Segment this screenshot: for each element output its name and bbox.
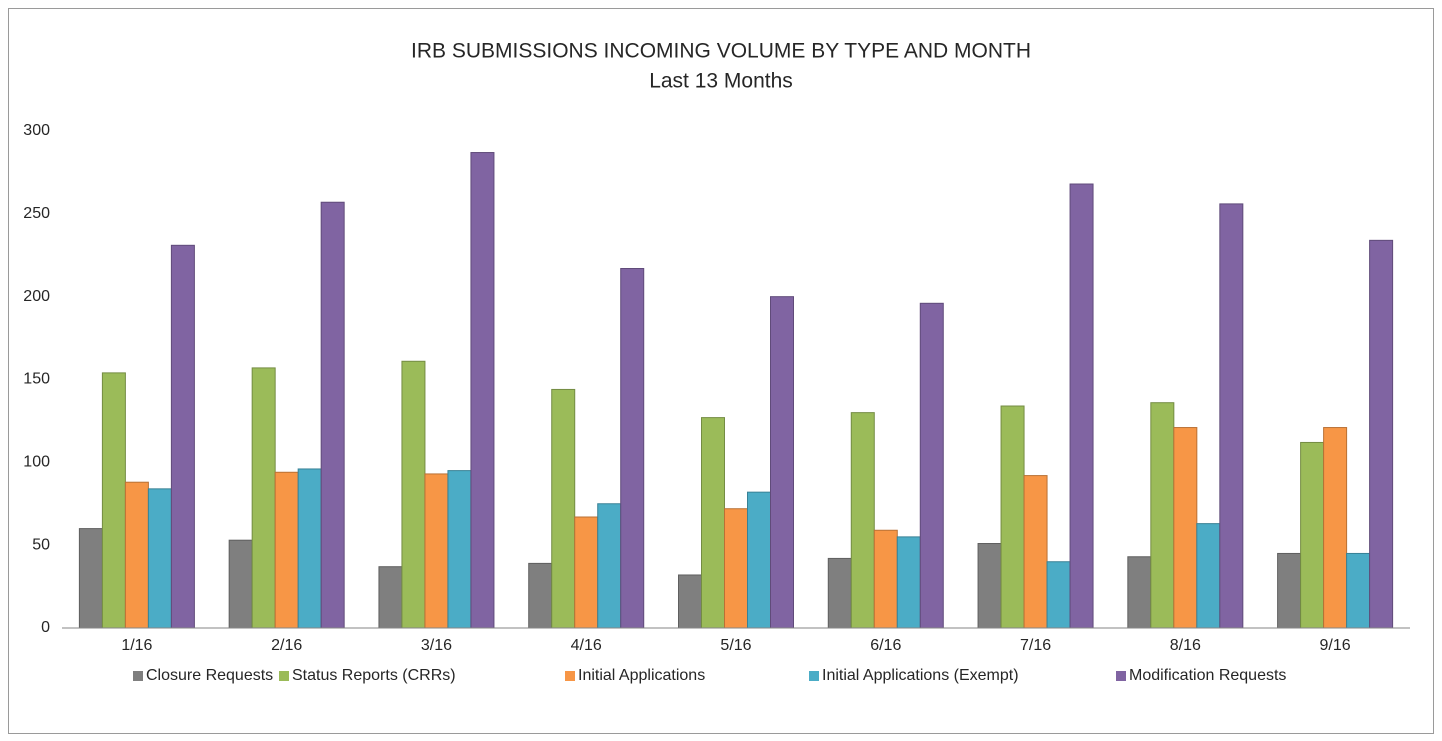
legend-swatch [565, 671, 575, 681]
bar [620, 268, 645, 629]
bar [896, 536, 921, 629]
y-tick-label: 0 [41, 619, 50, 636]
bar [1277, 552, 1302, 629]
bar [470, 152, 495, 629]
bar [1127, 556, 1152, 629]
legend-swatch [279, 671, 289, 681]
bar [827, 557, 852, 629]
bar [1300, 441, 1325, 629]
bar [170, 244, 195, 629]
legend-swatch [133, 671, 143, 681]
bar [1150, 402, 1175, 629]
chart-title: IRB SUBMISSIONS INCOMING VOLUME BY TYPE … [411, 40, 1031, 63]
bar [574, 516, 599, 629]
bar [528, 562, 553, 629]
bar [919, 302, 944, 629]
x-tick-label: 5/16 [720, 637, 751, 654]
bar [551, 388, 576, 629]
x-tick-label: 6/16 [870, 637, 901, 654]
y-tick-label: 250 [23, 205, 50, 222]
bar [424, 473, 449, 629]
legend-label: Closure Requests [146, 667, 273, 684]
x-tick-label: 7/16 [1020, 637, 1051, 654]
bar [678, 574, 702, 629]
bar [320, 201, 345, 629]
y-tick-label: 200 [23, 288, 50, 305]
x-tick-label: 9/16 [1320, 637, 1351, 654]
legend-swatch [1116, 671, 1126, 681]
bar [1046, 561, 1071, 629]
bar [78, 528, 103, 629]
bar [873, 529, 898, 629]
bar [1196, 523, 1221, 629]
bar [1219, 203, 1244, 629]
bar [251, 367, 276, 629]
y-tick-label: 50 [32, 536, 50, 553]
x-tick-label: 2/16 [271, 637, 302, 654]
bar [1000, 405, 1025, 629]
bar [378, 566, 403, 629]
bar [228, 539, 253, 629]
x-tick-label: 8/16 [1170, 637, 1201, 654]
x-tick-label: 3/16 [421, 637, 452, 654]
bar [1323, 427, 1348, 629]
x-tick-label: 4/16 [571, 637, 602, 654]
legend-label: Status Reports (CRRs) [292, 667, 456, 684]
bar [101, 372, 126, 629]
bar [597, 503, 622, 629]
chart-subtitle: Last 13 Months [649, 70, 793, 93]
bar [977, 543, 1002, 629]
y-tick-label: 300 [23, 122, 50, 139]
bar [1369, 239, 1394, 629]
bar [850, 412, 875, 629]
bar [747, 491, 771, 629]
bar [147, 488, 172, 629]
bar [1173, 427, 1198, 629]
legend-label: Initial Applications (Exempt) [822, 667, 1019, 684]
legend-label: Modification Requests [1129, 667, 1286, 684]
bar [1069, 183, 1094, 629]
bar [724, 508, 748, 629]
bar [297, 468, 322, 629]
bar [701, 417, 725, 629]
bar [1023, 475, 1048, 629]
y-tick-label: 100 [23, 454, 50, 471]
bar [401, 360, 426, 629]
legend-label: Initial Applications [578, 667, 705, 684]
legend-swatch [809, 671, 819, 681]
bar [1346, 552, 1371, 629]
y-tick-label: 150 [23, 371, 50, 388]
bar [274, 471, 299, 629]
bar [124, 481, 149, 629]
bar [770, 296, 794, 629]
bar [447, 470, 472, 629]
x-tick-label: 1/16 [121, 637, 152, 654]
